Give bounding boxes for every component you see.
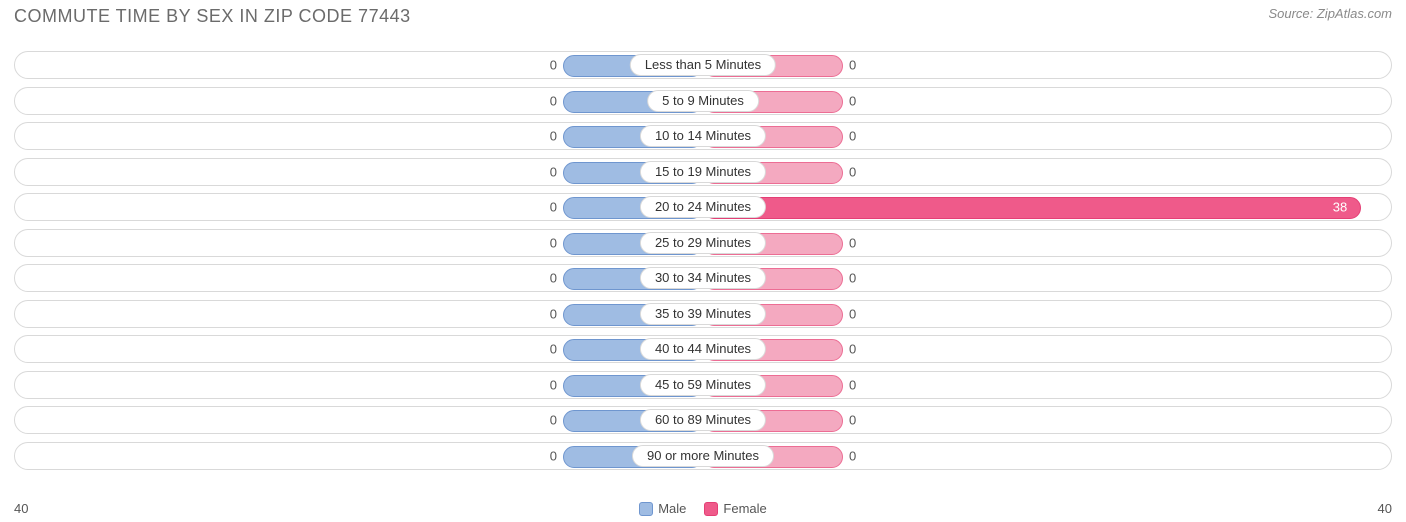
chart-row: 35 to 39 Minutes 0 0: [14, 300, 1392, 328]
row-category-label: 40 to 44 Minutes: [640, 338, 766, 360]
legend: Male Female: [639, 501, 767, 516]
value-male: 0: [550, 342, 557, 357]
row-category-label: 60 to 89 Minutes: [640, 409, 766, 431]
row-category-label: 10 to 14 Minutes: [640, 125, 766, 147]
chart-row: 20 to 24 Minutes 0 38: [14, 193, 1392, 221]
value-female: 0: [849, 235, 856, 250]
value-male: 0: [550, 164, 557, 179]
axis-max-left: 40: [14, 501, 28, 516]
chart-row: 45 to 59 Minutes 0 0: [14, 371, 1392, 399]
value-male: 0: [550, 93, 557, 108]
row-category-label: 30 to 34 Minutes: [640, 267, 766, 289]
chart-row: Less than 5 Minutes 0 0: [14, 51, 1392, 79]
chart-row: 60 to 89 Minutes 0 0: [14, 406, 1392, 434]
chart-row: 90 or more Minutes 0 0: [14, 442, 1392, 470]
value-female: 38: [1333, 200, 1347, 215]
row-category-label: 35 to 39 Minutes: [640, 303, 766, 325]
value-female: 0: [849, 377, 856, 392]
chart-row: 30 to 34 Minutes 0 0: [14, 264, 1392, 292]
value-male: 0: [550, 235, 557, 250]
legend-label-male: Male: [658, 501, 686, 516]
chart-row: 10 to 14 Minutes 0 0: [14, 122, 1392, 150]
value-male: 0: [550, 58, 557, 73]
legend-item-female: Female: [704, 501, 766, 516]
chart-source: Source: ZipAtlas.com: [1268, 6, 1392, 21]
legend-swatch-male: [639, 502, 653, 516]
chart-row: 40 to 44 Minutes 0 0: [14, 335, 1392, 363]
row-category-label: 90 or more Minutes: [632, 445, 774, 467]
value-male: 0: [550, 448, 557, 463]
value-male: 0: [550, 377, 557, 392]
value-female: 0: [849, 129, 856, 144]
row-category-label: 5 to 9 Minutes: [647, 90, 759, 112]
value-male: 0: [550, 306, 557, 321]
row-category-label: 25 to 29 Minutes: [640, 232, 766, 254]
value-male: 0: [550, 413, 557, 428]
legend-label-female: Female: [723, 501, 766, 516]
value-female: 0: [849, 342, 856, 357]
value-male: 0: [550, 200, 557, 215]
value-female: 0: [849, 271, 856, 286]
chart-header: COMMUTE TIME BY SEX IN ZIP CODE 77443 So…: [0, 0, 1406, 31]
value-female: 0: [849, 306, 856, 321]
row-category-label: 15 to 19 Minutes: [640, 161, 766, 183]
chart-area: Less than 5 Minutes005 to 9 Minutes0010 …: [0, 31, 1406, 470]
chart-footer: 40 Male Female 40: [14, 501, 1392, 516]
value-male: 0: [550, 129, 557, 144]
bar-female: [703, 197, 1361, 219]
row-category-label: 20 to 24 Minutes: [640, 196, 766, 218]
legend-swatch-female: [704, 502, 718, 516]
chart-title: COMMUTE TIME BY SEX IN ZIP CODE 77443: [14, 6, 411, 27]
row-category-label: 45 to 59 Minutes: [640, 374, 766, 396]
axis-max-right: 40: [1378, 501, 1392, 516]
value-female: 0: [849, 413, 856, 428]
value-female: 0: [849, 448, 856, 463]
value-female: 0: [849, 164, 856, 179]
chart-row: 15 to 19 Minutes 0 0: [14, 158, 1392, 186]
chart-row: 25 to 29 Minutes 0 0: [14, 229, 1392, 257]
value-female: 0: [849, 58, 856, 73]
legend-item-male: Male: [639, 501, 686, 516]
value-female: 0: [849, 93, 856, 108]
chart-row: 5 to 9 Minutes 0 0: [14, 87, 1392, 115]
value-male: 0: [550, 271, 557, 286]
row-category-label: Less than 5 Minutes: [630, 54, 776, 76]
